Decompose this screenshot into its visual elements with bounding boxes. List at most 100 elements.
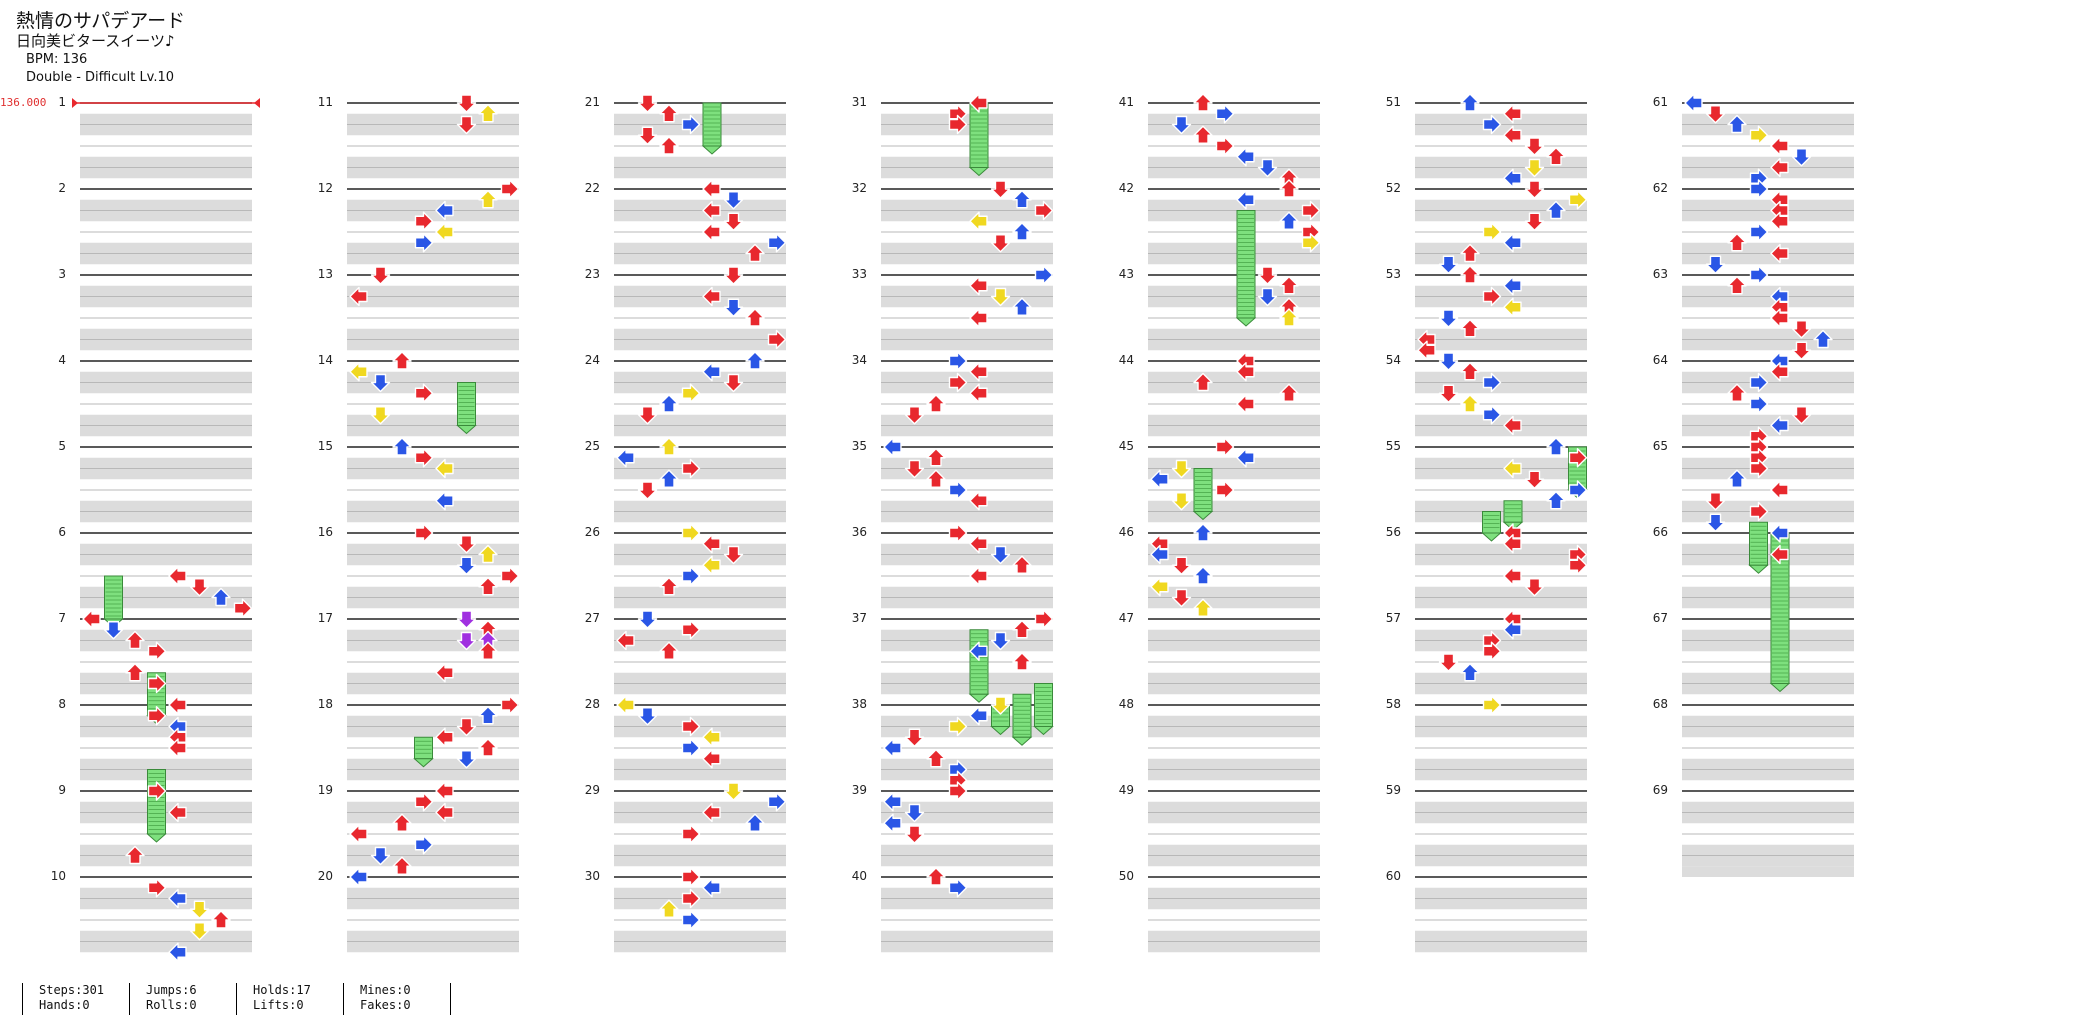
step-arrow-icon <box>681 523 701 543</box>
step-arrow-shape <box>969 641 988 661</box>
measure-number: 63 <box>1653 267 1668 281</box>
step-arrow-icon <box>370 266 391 285</box>
bpm-change-icon <box>72 98 78 108</box>
step-arrow-icon <box>1460 663 1480 682</box>
step-arrow-icon <box>1438 653 1459 672</box>
step-arrow-shape <box>125 845 145 865</box>
chart-area: 1 2 3 4 5 6 7 8 9 10 11 12 13 14 15 16 17 18 19 20 21 22 23 24 2… <box>51 93 1854 962</box>
step-arrow-shape <box>414 523 434 543</box>
step-arrow-shape <box>370 373 391 393</box>
step-arrow-shape <box>1150 577 1169 597</box>
step-arrow-shape <box>723 212 744 231</box>
step-arrow-shape <box>1568 480 1588 500</box>
measure-number: 56 <box>1386 525 1401 539</box>
step-arrow-shape <box>948 114 968 135</box>
step-arrow-shape <box>1503 534 1522 554</box>
step-arrow-icon <box>969 706 988 726</box>
step-arrow-shape <box>1705 513 1726 532</box>
step-arrow-icon <box>1524 137 1545 156</box>
step-arrow-icon <box>1171 115 1192 135</box>
measure-number: 37 <box>852 611 867 625</box>
step-arrow-shape <box>637 126 658 145</box>
step-arrow-shape <box>1568 555 1588 575</box>
step-arrow-shape <box>1482 372 1502 393</box>
step-arrow-icon <box>637 481 658 500</box>
step-arrow-shape <box>1193 598 1213 617</box>
step-arrow-shape <box>1770 136 1789 156</box>
step-arrow-shape <box>1257 158 1278 178</box>
step-arrow-shape <box>1482 405 1502 425</box>
step-arrow-shape <box>211 910 231 929</box>
hold-tail <box>146 833 167 843</box>
step-arrow-shape <box>1813 329 1833 349</box>
step-arrow-shape <box>456 535 477 554</box>
step-arrow-icon <box>1257 287 1278 307</box>
step-arrow-icon <box>1438 384 1459 403</box>
step-arrow-icon <box>456 535 477 554</box>
step-arrow-icon <box>1770 523 1789 543</box>
step-arrow-icon <box>1438 255 1459 274</box>
step-arrow-icon <box>702 534 721 554</box>
step-arrow-shape <box>456 610 477 629</box>
step-arrow-icon <box>1503 458 1522 479</box>
step-arrow-shape <box>435 458 454 479</box>
step-arrow-shape <box>1770 211 1789 231</box>
step-arrow-shape <box>616 448 635 468</box>
step-arrow-shape <box>414 792 434 812</box>
step-arrow-icon <box>904 459 925 479</box>
measure-number: 59 <box>1386 783 1401 797</box>
step-arrow-icon <box>1279 179 1299 198</box>
step-arrow-icon <box>1568 190 1588 210</box>
step-arrow-icon <box>948 480 968 500</box>
step-arrow-icon <box>745 351 765 370</box>
measure-number: 49 <box>1119 783 1134 797</box>
step-arrow-icon <box>1012 190 1032 209</box>
step-arrow-shape <box>500 566 520 586</box>
step-arrow-shape <box>1460 362 1480 381</box>
step-arrow-icon <box>414 233 434 253</box>
step-arrow-shape <box>1727 276 1747 295</box>
step-arrow-icon <box>478 104 498 123</box>
measure-number: 14 <box>318 353 333 367</box>
measure-number: 68 <box>1653 697 1668 711</box>
step-arrow-shape <box>926 867 946 886</box>
step-arrow-icon <box>723 191 744 210</box>
step-arrow-shape <box>168 566 187 586</box>
step-arrow-shape <box>1791 148 1812 167</box>
step-arrow-shape <box>1770 480 1789 500</box>
step-arrow-shape <box>1438 352 1459 371</box>
measure-number: 60 <box>1386 869 1401 883</box>
stat-lifts: Lifts:0 <box>253 998 304 1012</box>
step-arrow-icon <box>659 394 679 413</box>
step-arrow-icon <box>1791 320 1812 339</box>
step-arrow-shape <box>723 266 744 285</box>
stat-fakes: Fakes:0 <box>360 998 411 1012</box>
step-arrow-icon <box>659 136 679 155</box>
step-arrow-shape <box>659 136 679 155</box>
measure-number: 24 <box>585 353 600 367</box>
step-arrow-icon <box>1482 286 1502 307</box>
step-arrow-shape <box>1503 125 1522 145</box>
stat-rolls: Rolls:0 <box>146 998 197 1012</box>
step-arrow-icon <box>681 910 701 930</box>
step-arrow-icon <box>948 716 968 737</box>
step-arrow-shape <box>1257 287 1278 307</box>
step-arrow-shape <box>745 243 765 263</box>
step-arrow-icon <box>189 578 210 597</box>
step-arrow-icon <box>990 287 1011 307</box>
step-arrow-icon <box>1546 147 1566 166</box>
step-arrow-shape <box>1524 180 1545 199</box>
step-arrow-icon <box>168 888 187 909</box>
step-arrow-icon <box>745 243 765 263</box>
step-arrow-icon <box>414 448 434 468</box>
step-arrow-icon <box>1503 620 1522 640</box>
stat-group-holds: Holds:17 Lifts:0 <box>236 983 343 1015</box>
step-arrow-shape <box>456 556 477 575</box>
step-arrow-icon <box>392 856 412 875</box>
step-arrow-shape <box>1749 125 1769 145</box>
step-arrow-icon <box>1503 276 1522 296</box>
step-arrow-icon <box>1482 405 1502 425</box>
step-arrow-icon <box>1770 157 1789 178</box>
step-arrow-shape <box>659 641 679 660</box>
step-arrow-shape <box>1524 212 1545 231</box>
